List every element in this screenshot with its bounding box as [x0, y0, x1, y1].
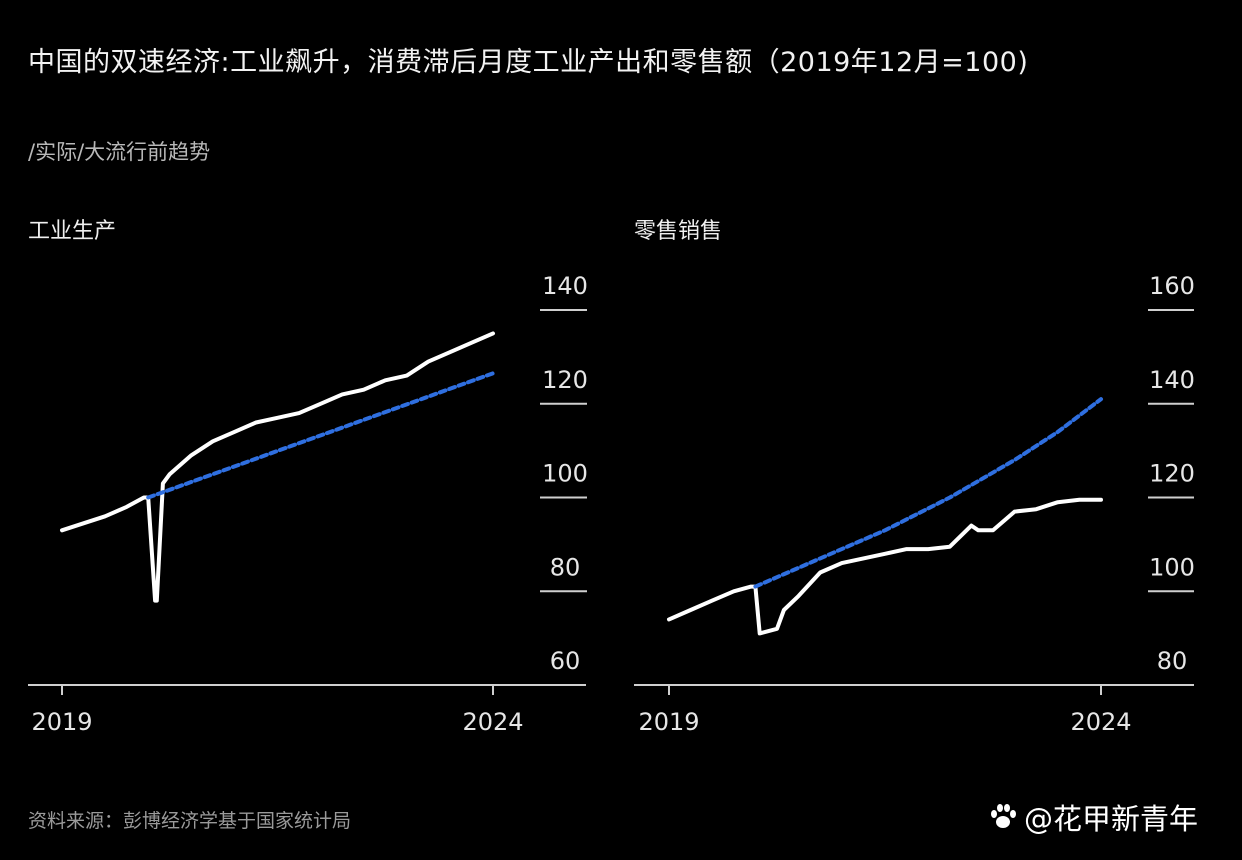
chart-subtitle: /实际/大流行前趋势: [28, 140, 211, 164]
y-tick-label: 120: [542, 366, 588, 394]
x-tick-label: 2024: [462, 708, 523, 736]
panel-title-retail: 零售销售: [634, 219, 723, 244]
y-tick-label: 160: [1149, 272, 1195, 300]
trend-line: [146, 371, 495, 500]
x-tick-label: 2019: [31, 708, 92, 736]
source-note: 资料来源：彭博经济学基于国家统计局: [28, 810, 352, 832]
panel-industrial-production: 2019 2024 140 120 100 80 60: [28, 272, 588, 736]
y-tick-label: 140: [542, 272, 588, 300]
y-tick-label: 100: [542, 460, 588, 488]
x-tick-label: 2024: [1070, 708, 1131, 736]
actual-line: [667, 497, 1103, 636]
x-tick-label: 2019: [638, 708, 699, 736]
paw-logo-icon: [988, 802, 1018, 832]
actual-line: [60, 331, 495, 603]
y-tick-label: 120: [1149, 460, 1195, 488]
panel-retail-sales: 2019 2024 160 140 120 100 80: [634, 272, 1195, 736]
watermark-text: @花甲新青年: [1024, 802, 1199, 836]
y-tick-label: 80: [1157, 647, 1188, 675]
y-tick-label: 140: [1149, 366, 1195, 394]
y-tick-label: 60: [550, 647, 581, 675]
y-tick-label: 100: [1149, 553, 1195, 581]
trend-line: [753, 397, 1103, 589]
panel-title-industrial: 工业生产: [28, 219, 117, 244]
watermark: @花甲新青年: [988, 796, 1198, 838]
y-tick-label: 80: [550, 553, 581, 581]
chart-title: 中国的双速经济:工业飙升，消费滞后月度工业产出和零售额（2019年12月=100…: [28, 47, 1029, 78]
